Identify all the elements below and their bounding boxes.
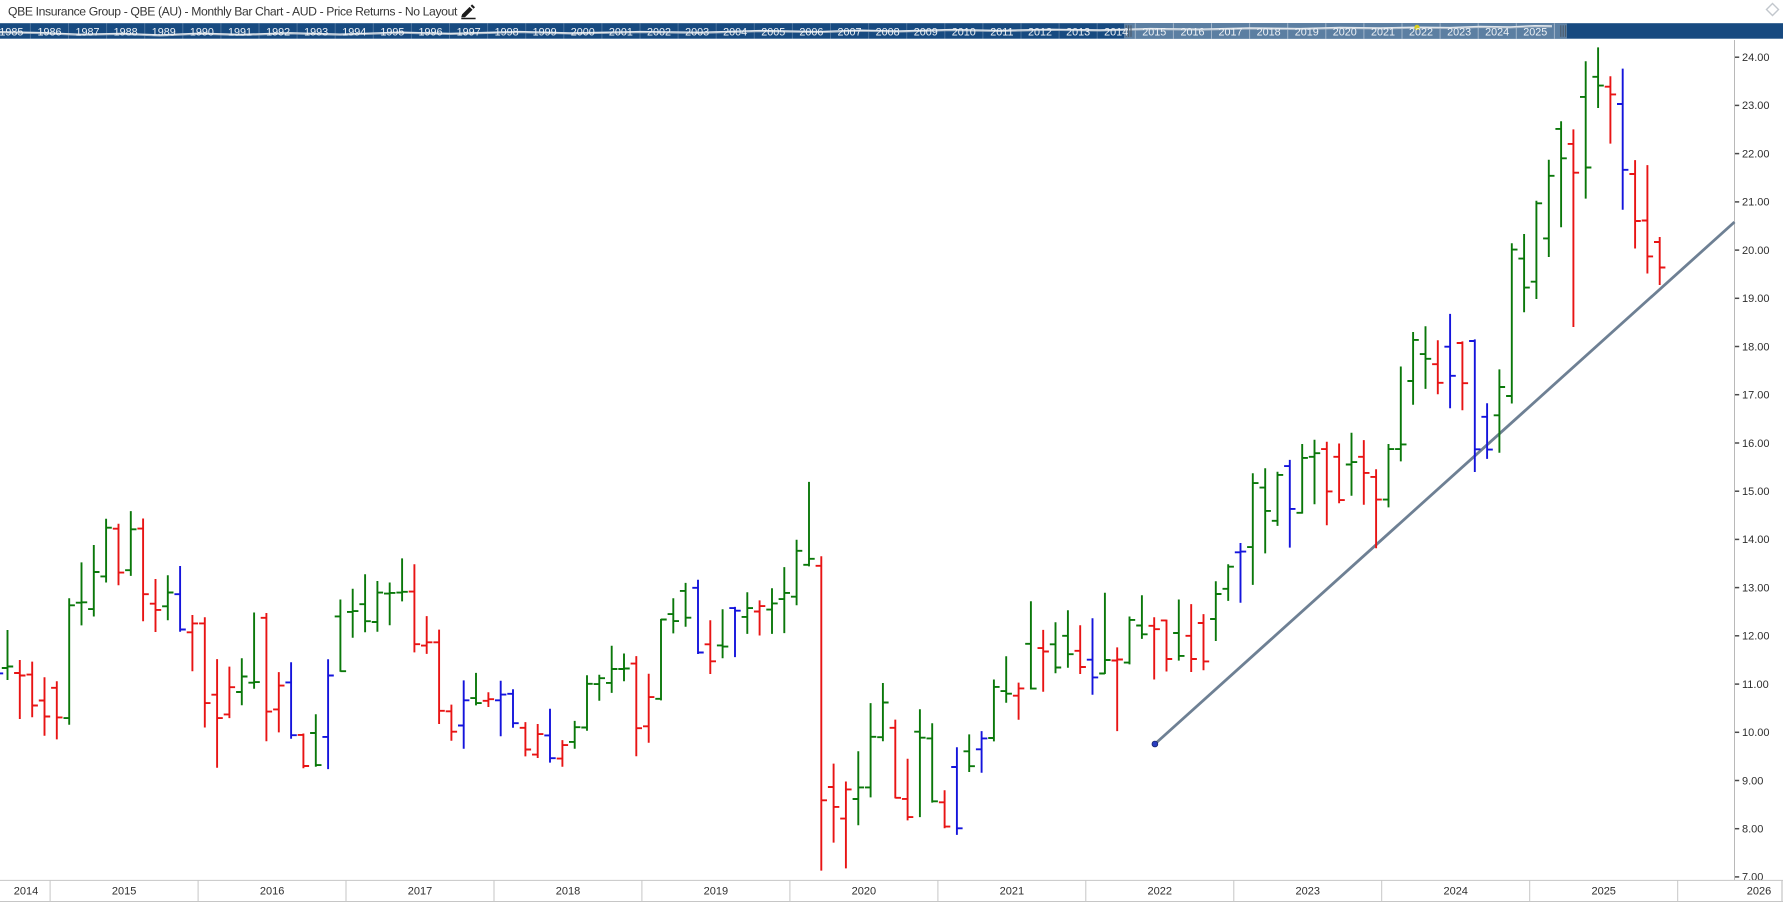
svg-text:1985: 1985 [0, 27, 23, 39]
svg-text:2007: 2007 [837, 27, 861, 39]
svg-text:2017: 2017 [408, 886, 432, 898]
svg-text:1986: 1986 [37, 27, 61, 39]
svg-text:2009: 2009 [914, 27, 938, 39]
svg-text:2016: 2016 [260, 886, 284, 898]
svg-text:2006: 2006 [799, 27, 823, 39]
svg-text:2024: 2024 [1485, 27, 1509, 39]
svg-text:1990: 1990 [190, 27, 214, 39]
svg-text:1994: 1994 [342, 27, 366, 39]
svg-text:2011: 2011 [990, 27, 1013, 39]
svg-text:2002: 2002 [647, 27, 671, 39]
svg-text:QBE Insurance Group - QBE (AU): QBE Insurance Group - QBE (AU) - Monthly… [8, 5, 458, 19]
svg-text:1989: 1989 [152, 27, 176, 39]
svg-text:2004: 2004 [723, 27, 747, 39]
svg-text:21.00: 21.00 [1742, 197, 1770, 209]
svg-text:2018: 2018 [1257, 27, 1281, 39]
svg-text:2025: 2025 [1591, 886, 1615, 898]
svg-text:1996: 1996 [418, 27, 442, 39]
svg-text:12.00: 12.00 [1742, 631, 1770, 643]
svg-text:2020: 2020 [1333, 27, 1357, 39]
svg-text:2001: 2001 [609, 27, 633, 39]
svg-text:1987: 1987 [75, 27, 99, 39]
svg-text:2017: 2017 [1218, 27, 1242, 39]
svg-text:2021: 2021 [1371, 27, 1395, 39]
svg-text:2018: 2018 [556, 886, 580, 898]
svg-text:16.00: 16.00 [1742, 438, 1770, 450]
svg-text:1993: 1993 [304, 27, 328, 39]
svg-text:2010: 2010 [952, 27, 976, 39]
svg-text:24.00: 24.00 [1742, 52, 1770, 64]
svg-text:15.00: 15.00 [1742, 486, 1770, 498]
svg-text:1995: 1995 [380, 27, 404, 39]
svg-text:8.00: 8.00 [1742, 824, 1763, 836]
svg-text:14.00: 14.00 [1742, 534, 1770, 546]
svg-text:11.00: 11.00 [1742, 679, 1769, 691]
svg-text:23.00: 23.00 [1742, 100, 1770, 112]
svg-text:2022: 2022 [1148, 886, 1172, 898]
svg-text:2019: 2019 [704, 886, 728, 898]
svg-text:2016: 2016 [1180, 27, 1204, 39]
svg-text:2026: 2026 [1747, 886, 1771, 898]
svg-text:2014: 2014 [1104, 27, 1128, 39]
svg-text:2005: 2005 [761, 27, 785, 39]
svg-text:2021: 2021 [1000, 886, 1024, 898]
svg-text:22.00: 22.00 [1742, 148, 1770, 160]
svg-text:1998: 1998 [495, 27, 519, 39]
svg-text:2000: 2000 [571, 27, 595, 39]
svg-text:2025: 2025 [1523, 27, 1547, 39]
svg-text:7.00: 7.00 [1742, 872, 1763, 884]
svg-text:13.00: 13.00 [1742, 582, 1770, 594]
svg-text:2015: 2015 [112, 886, 136, 898]
svg-text:1988: 1988 [114, 27, 138, 39]
svg-text:17.00: 17.00 [1742, 390, 1770, 402]
svg-text:2019: 2019 [1295, 27, 1319, 39]
svg-text:2003: 2003 [685, 27, 709, 39]
svg-text:9.00: 9.00 [1742, 775, 1763, 787]
svg-text:1999: 1999 [533, 27, 557, 39]
svg-text:2024: 2024 [1443, 886, 1467, 898]
svg-text:2023: 2023 [1296, 886, 1320, 898]
svg-text:2013: 2013 [1066, 27, 1090, 39]
svg-text:2023: 2023 [1447, 27, 1471, 39]
svg-text:18.00: 18.00 [1742, 341, 1770, 353]
svg-text:20.00: 20.00 [1742, 245, 1770, 257]
svg-text:1997: 1997 [457, 27, 481, 39]
svg-text:2020: 2020 [852, 886, 876, 898]
svg-text:2008: 2008 [876, 27, 900, 39]
svg-text:2014: 2014 [14, 886, 38, 898]
svg-text:1991: 1991 [228, 27, 252, 39]
svg-text:2012: 2012 [1028, 27, 1052, 39]
svg-text:2022: 2022 [1409, 27, 1433, 39]
svg-text:1992: 1992 [266, 27, 290, 39]
svg-text:10.00: 10.00 [1742, 727, 1770, 739]
svg-text:19.00: 19.00 [1742, 293, 1770, 305]
svg-text:2015: 2015 [1142, 27, 1166, 39]
